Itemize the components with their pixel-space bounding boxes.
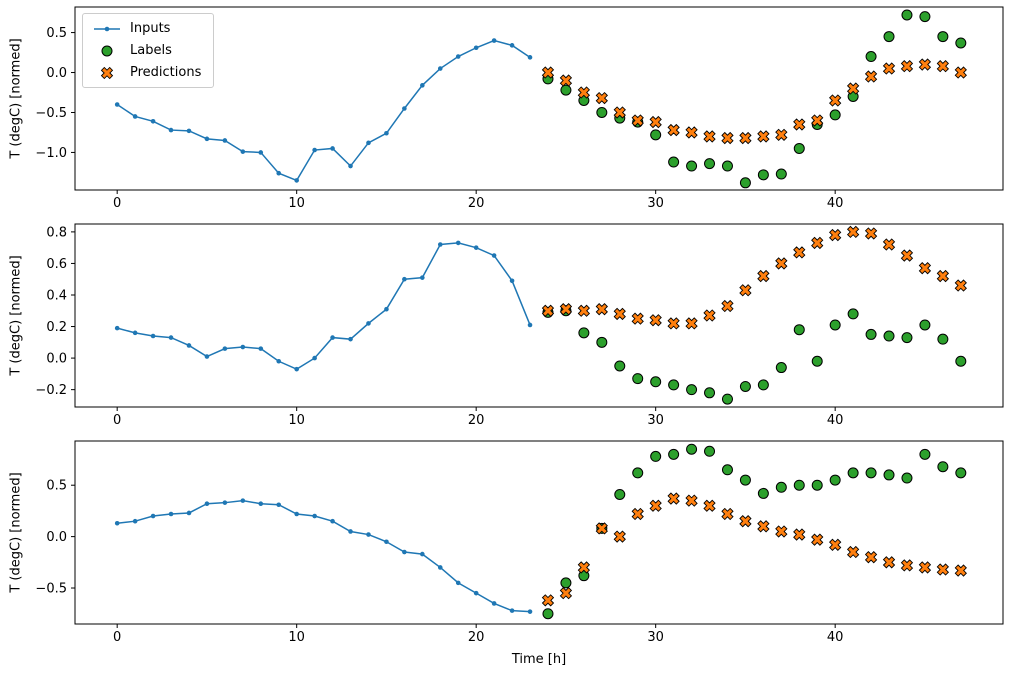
svg-text:−0.5: −0.5 — [35, 106, 67, 121]
svg-text:40: 40 — [827, 630, 844, 645]
svg-text:10: 10 — [288, 630, 305, 645]
legend: Inputs Labels Predictions — [82, 13, 215, 88]
svg-text:−1.0: −1.0 — [35, 146, 67, 161]
legend-item-labels: Labels — [92, 43, 201, 58]
svg-text:30: 30 — [647, 413, 664, 428]
svg-text:10: 10 — [288, 413, 305, 428]
svg-text:30: 30 — [647, 630, 664, 645]
svg-text:20: 20 — [468, 413, 485, 428]
svg-text:0.2: 0.2 — [46, 320, 67, 335]
svg-text:0.5: 0.5 — [46, 479, 67, 494]
predictions-x-icon — [100, 66, 114, 79]
svg-text:0.5: 0.5 — [46, 26, 67, 41]
svg-text:40: 40 — [827, 413, 844, 428]
svg-text:30: 30 — [647, 196, 664, 211]
svg-text:0.0: 0.0 — [46, 66, 67, 81]
legend-item-inputs: Inputs — [92, 21, 201, 36]
svg-text:20: 20 — [468, 196, 485, 211]
svg-text:−0.2: −0.2 — [35, 383, 67, 398]
x-axis-label: Time [h] — [511, 652, 567, 667]
svg-text:40: 40 — [827, 196, 844, 211]
svg-text:0.0: 0.0 — [46, 352, 67, 367]
svg-text:0: 0 — [113, 413, 121, 428]
svg-text:10: 10 — [288, 196, 305, 211]
labels-circle-icon — [101, 45, 113, 56]
svg-text:0: 0 — [113, 196, 121, 211]
svg-text:20: 20 — [468, 630, 485, 645]
svg-text:0.6: 0.6 — [46, 257, 67, 272]
legend-label-labels: Labels — [130, 43, 172, 58]
svg-text:0.8: 0.8 — [46, 225, 67, 240]
svg-text:−0.5: −0.5 — [35, 582, 67, 597]
svg-text:0.4: 0.4 — [46, 288, 67, 303]
svg-text:0.0: 0.0 — [46, 530, 67, 545]
legend-label-predictions: Predictions — [130, 65, 202, 80]
inputs-line-icon — [94, 26, 120, 31]
svg-text:0: 0 — [113, 630, 121, 645]
legend-label-inputs: Inputs — [130, 21, 171, 36]
legend-item-predictions: Predictions — [92, 65, 201, 80]
